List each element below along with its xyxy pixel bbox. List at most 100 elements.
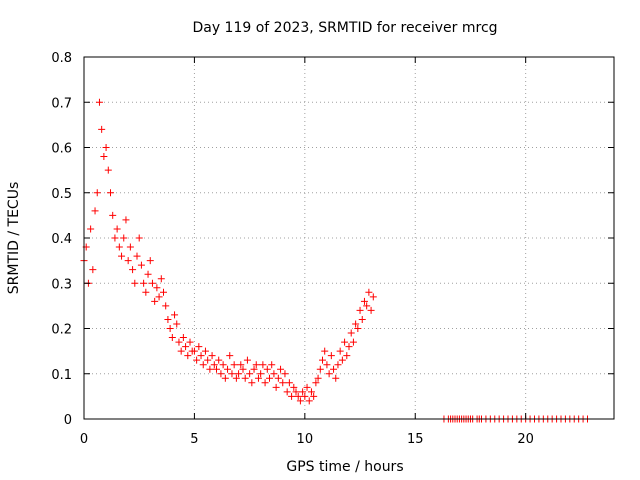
data-point [100, 153, 108, 161]
y-tick-label: 0.4 [51, 232, 72, 247]
data-point [325, 370, 333, 378]
data-point [307, 388, 315, 396]
data-point [294, 392, 302, 400]
y-tick-label: 0.7 [51, 96, 72, 111]
data-point [95, 98, 103, 106]
data-point [319, 356, 326, 364]
data-point [171, 311, 179, 319]
data-point [115, 243, 123, 251]
x-axis-label: GPS time / hours [286, 459, 403, 475]
data-point [314, 374, 322, 382]
x-tick-label: 10 [297, 432, 314, 447]
data-point [210, 361, 218, 369]
data-point [193, 356, 201, 364]
data-point [354, 325, 362, 332]
y-tick-label: 0.5 [51, 187, 72, 202]
data-point [237, 361, 245, 369]
data-point [268, 361, 276, 369]
data-point [135, 234, 143, 242]
data-point [257, 370, 265, 378]
data-point [98, 125, 106, 133]
x-tick-label: 5 [190, 432, 198, 447]
data-point [367, 306, 375, 314]
data-point [332, 374, 340, 382]
data-point [162, 302, 170, 310]
data-point [151, 297, 159, 305]
y-tick-label: 0 [64, 413, 72, 428]
data-point [228, 370, 236, 378]
data-point [356, 306, 364, 314]
data-point [153, 284, 161, 292]
data-point [131, 279, 139, 287]
y-tick-label: 0.1 [51, 368, 72, 383]
data-point [310, 392, 318, 400]
data-point [157, 275, 165, 283]
data-point [166, 325, 174, 332]
data-point [259, 361, 267, 369]
data-point [197, 352, 205, 360]
data-point [345, 343, 353, 351]
data-point [142, 288, 150, 296]
data-point [303, 383, 311, 391]
data-point [102, 144, 110, 151]
data-point [277, 365, 285, 373]
y-tick-label: 0.2 [51, 323, 72, 338]
data-point [201, 347, 209, 355]
data-point [316, 365, 324, 373]
data-point [296, 397, 304, 405]
y-tick-label: 0.8 [51, 51, 72, 66]
data-point [363, 302, 371, 310]
data-point [213, 365, 220, 373]
data-point [148, 279, 156, 287]
chart-title: Day 119 of 2023, SRMTID for receiver mrc… [192, 20, 497, 36]
data-point [369, 293, 377, 301]
data-point [341, 338, 349, 346]
y-tick-label: 0.3 [51, 277, 72, 292]
data-point [292, 388, 300, 396]
data-point [235, 370, 243, 378]
data-point [241, 374, 249, 382]
data-point [336, 347, 344, 355]
data-point [283, 388, 291, 396]
data-point [217, 370, 225, 378]
data-point [270, 370, 278, 378]
data-point [173, 320, 181, 328]
data-point [281, 370, 289, 378]
data-point [230, 361, 238, 369]
data-point [104, 166, 112, 174]
data-point [360, 297, 368, 305]
data-point [144, 270, 152, 278]
data-point [89, 266, 97, 274]
data-point [352, 320, 360, 328]
data-point [155, 293, 163, 301]
data-point [338, 356, 346, 364]
grid-layer [84, 57, 614, 419]
y-tick-label: 0.6 [51, 142, 72, 157]
data-point [226, 352, 234, 360]
data-point [261, 379, 269, 387]
data-point [93, 189, 101, 197]
data-point [290, 383, 298, 391]
data-point [204, 356, 212, 364]
x-tick-label: 0 [80, 432, 88, 447]
data-point [118, 252, 126, 260]
data-point [246, 370, 254, 378]
data-point [224, 365, 232, 373]
data-point [177, 347, 185, 355]
data-point [186, 338, 194, 346]
data-point [179, 334, 187, 342]
data-point [288, 392, 296, 400]
data-point [175, 338, 183, 346]
data-point [208, 352, 216, 360]
data-point [334, 361, 342, 369]
data-point [221, 374, 229, 382]
data-point [140, 279, 148, 287]
tick-layer: 0 0.1 0.2 0.3 0.4 0.5 0.6 0.7 0.8 0 5 10 15 20 [51, 51, 614, 447]
data-point [137, 261, 145, 269]
data-point [182, 343, 190, 351]
data-point [190, 347, 198, 355]
data-point [107, 189, 114, 197]
data-point [272, 383, 280, 391]
